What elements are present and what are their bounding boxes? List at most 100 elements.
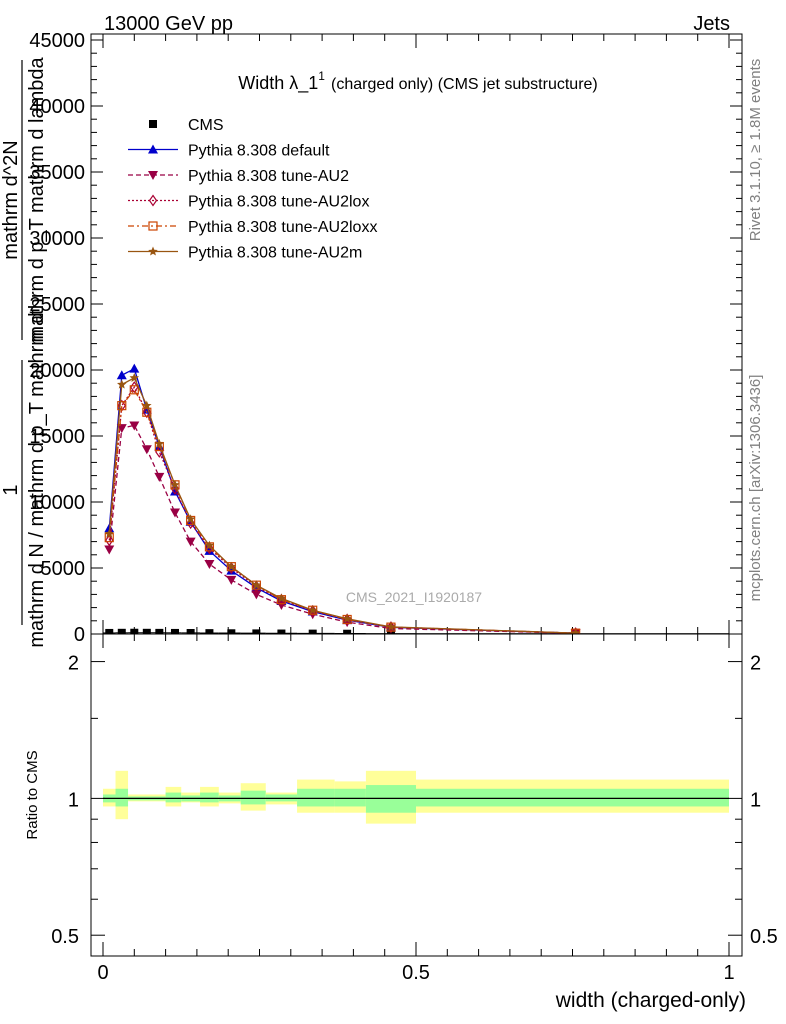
legend-marker (148, 194, 158, 207)
mcplots-label: mcplots.cern.ch [arXiv:1306.3436] (747, 375, 764, 602)
ratio-ytick-label-right: 2 (750, 653, 761, 675)
ratio-band-inner (297, 788, 335, 807)
main-ytick-label: 5000 (41, 558, 86, 580)
legend-label: CMS (188, 117, 224, 134)
cms-data-point (227, 629, 236, 638)
main-ytick-label: 45000 (29, 30, 85, 52)
series-point (276, 593, 287, 603)
cms-data-point (130, 628, 139, 637)
legend-label: Pythia 8.308 tune-AU2loxx (188, 219, 377, 236)
main-ytick-label: 10000 (29, 492, 85, 514)
series-point (204, 560, 215, 570)
cms-data-point (155, 628, 164, 637)
legend-label: Pythia 8.308 tune-AU2m (188, 245, 362, 262)
main-y-axis: 0 5000 10000 15000 20000 25000 30000 35000 40000… (29, 30, 742, 646)
x-axis-label: width (charged-only) (555, 989, 746, 1012)
series-point (251, 590, 262, 600)
series-point (116, 424, 127, 434)
legend-label: Pythia 8.308 tune-AU2lox (188, 194, 369, 211)
cms-data-point (142, 628, 151, 637)
ratio-band-inner (334, 788, 366, 807)
series-point (308, 605, 318, 615)
series-point (205, 542, 214, 555)
series-point (117, 379, 127, 389)
main-ytick-label: 35000 (29, 162, 85, 184)
legend-marker (148, 171, 158, 180)
ratio-band-inner (416, 788, 729, 807)
series-point (104, 545, 115, 555)
ratio-ytick-label-right: 0.5 (750, 926, 778, 948)
series-point (169, 508, 180, 518)
series-point (142, 407, 152, 417)
ratio-y-label: Ratio to CMS (24, 750, 41, 839)
ylabel-numerator-2: mathrm d^2N (0, 140, 22, 259)
ratio-ytick-label: 2 (68, 653, 79, 675)
rivet-version-label: Rivet 3.1.10, ≥ 1.8M events (747, 59, 764, 242)
series-point (141, 445, 152, 455)
main-panel: 0 5000 10000 15000 20000 25000 30000 35000 40000… (29, 30, 743, 646)
main-ytick-label: 30000 (29, 228, 85, 250)
legend-label: Pythia 8.308 tune-AU2 (188, 168, 349, 185)
legend-marker (148, 144, 158, 154)
series-point (117, 401, 127, 411)
series-point (142, 406, 152, 419)
analysis-watermark: CMS_2021_I1920187 (346, 589, 482, 605)
cms-data-point (117, 628, 126, 637)
ratio-ytick-label-right: 1 (750, 789, 761, 811)
series-point (129, 421, 140, 431)
series-point (129, 363, 140, 373)
ratio-band-inner (165, 792, 182, 803)
series-point (204, 540, 215, 550)
cms-data-point (105, 628, 114, 637)
series-point (170, 479, 180, 489)
series-point (251, 580, 262, 590)
series-point (185, 537, 196, 547)
main-ytick-label: 25000 (29, 294, 85, 316)
ratio-band-inner (200, 792, 219, 803)
series-point (154, 472, 165, 482)
ratio-band-inner (115, 788, 129, 807)
main-ytick-label: 20000 (29, 360, 85, 382)
legend-marker (149, 120, 157, 128)
chart-title-main: Width λ_1 (238, 73, 318, 94)
legend-marker (148, 221, 158, 231)
series-point (342, 613, 352, 623)
series-point (185, 514, 196, 524)
series-point (129, 385, 139, 395)
ratio-xtick-label: 0.5 (402, 962, 430, 984)
series-point (104, 528, 114, 538)
ylabel-denominator-1: mathrm d N / mathrm d p_T mathrm d (26, 312, 48, 647)
ylabel-numerator-1: 1 (0, 484, 22, 495)
series-line (108, 424, 576, 634)
cms-data-point (252, 629, 261, 638)
main-ytick-label: 15000 (29, 426, 85, 448)
series-point (105, 534, 114, 547)
series-point (226, 561, 237, 571)
cms-data-point (205, 629, 214, 638)
ratio-ytick-label: 1 (68, 789, 79, 811)
legend: CMS Pythia 8.308 default Pythia 8.308 tune… (128, 117, 377, 262)
series-point (129, 372, 140, 382)
legend-marker (148, 246, 158, 256)
ratio-panel: 0.5 0.5 1 1 2 2 0 0.5 1 Ratio to CMS width (cha… (24, 633, 778, 1012)
series-point (142, 400, 152, 410)
chart-title-sup: 1 (318, 69, 325, 83)
series-point (154, 438, 165, 448)
main-y-label: 1 mathrm d N / mathrm d p_T mathrm d mat… (0, 56, 48, 647)
header-category: Jets (693, 13, 730, 35)
ratio-band-inner (240, 790, 266, 805)
ratio-xtick-label: 1 (723, 962, 734, 984)
series-point (226, 575, 237, 585)
ratio-x-axis: 0 0.5 1 (97, 634, 735, 984)
ratio-ytick-label: 0.5 (51, 926, 79, 948)
cms-data-point (170, 628, 179, 637)
chart-title: Width λ_11 (charged only) (CMS jet substr… (238, 69, 598, 94)
series-point (386, 621, 396, 631)
cms-data-point (186, 629, 195, 638)
legend-label: Pythia 8.308 default (188, 143, 330, 160)
ylabel-denominator-2: mathrm d p_T mathrm d lambda (26, 56, 48, 342)
main-ytick-label: 40000 (29, 96, 85, 118)
ratio-y-axis: 0.5 0.5 1 1 2 2 (51, 653, 778, 949)
header-process: 13000 GeV pp (104, 13, 233, 35)
